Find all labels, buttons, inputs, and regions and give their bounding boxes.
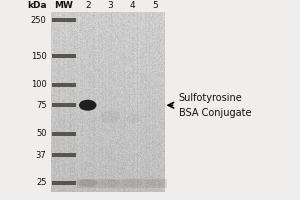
Bar <box>52 18 76 22</box>
Bar <box>52 153 76 157</box>
Text: kDa: kDa <box>27 1 46 10</box>
Text: 5: 5 <box>152 1 158 10</box>
Bar <box>52 103 76 107</box>
Text: 150: 150 <box>31 52 46 61</box>
Ellipse shape <box>79 100 97 111</box>
Ellipse shape <box>78 179 98 187</box>
Text: 37: 37 <box>36 151 46 160</box>
Bar <box>52 83 76 87</box>
Bar <box>76 179 166 188</box>
Bar <box>51 12 165 192</box>
Text: 3: 3 <box>107 1 113 10</box>
Text: MW: MW <box>54 1 73 10</box>
Text: 2: 2 <box>85 1 91 10</box>
Ellipse shape <box>125 114 141 124</box>
Text: Sulfotyrosine: Sulfotyrosine <box>178 93 242 103</box>
Bar <box>52 54 76 58</box>
Bar <box>52 181 76 185</box>
Ellipse shape <box>145 179 165 187</box>
Bar <box>52 132 76 136</box>
Ellipse shape <box>101 111 120 123</box>
Text: 25: 25 <box>36 178 46 187</box>
Text: 50: 50 <box>36 129 46 138</box>
Text: 250: 250 <box>31 16 46 25</box>
Text: 75: 75 <box>36 101 46 110</box>
Text: 4: 4 <box>130 1 136 10</box>
Ellipse shape <box>100 179 120 187</box>
Text: BSA Conjugate: BSA Conjugate <box>178 108 251 118</box>
Ellipse shape <box>123 179 143 187</box>
Text: 100: 100 <box>31 80 46 89</box>
